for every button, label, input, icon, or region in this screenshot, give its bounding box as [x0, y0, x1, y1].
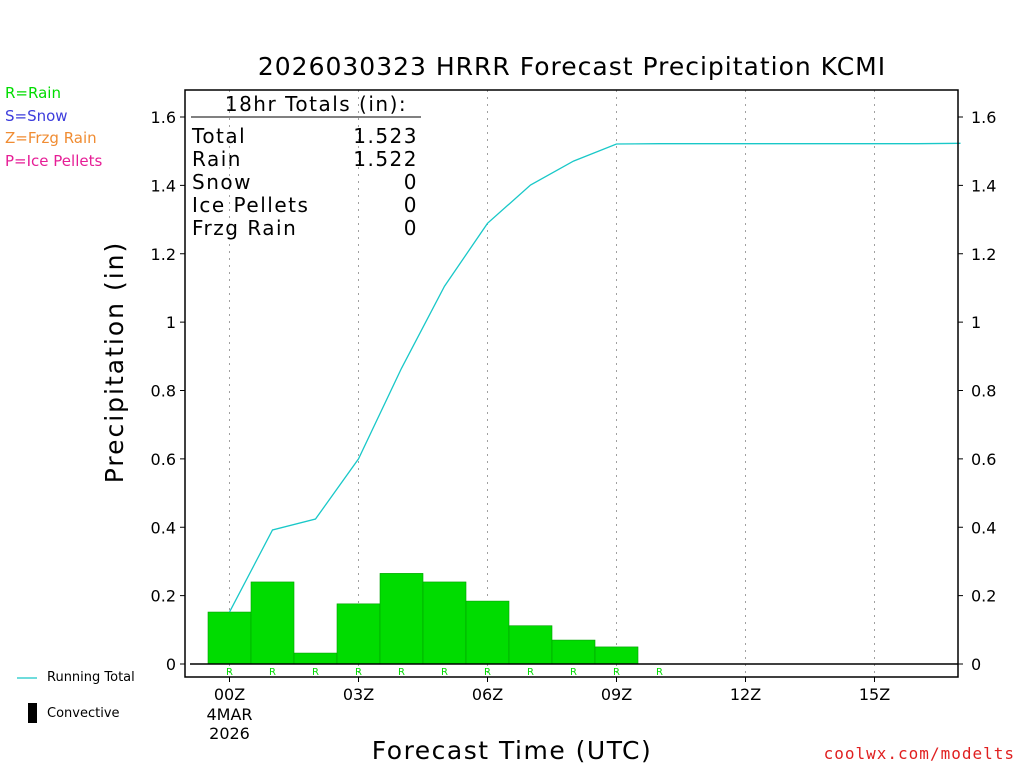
ytick-label-left-1.2: 1.2 [151, 245, 176, 264]
convective-legend-swatch [28, 703, 37, 723]
ytick-label-left-1.6: 1.6 [151, 108, 176, 127]
grid-lines [229, 90, 875, 677]
date-label-line-1: 2026 [209, 724, 250, 743]
totals-value-0: 1.523 [353, 124, 418, 148]
rain-bar-hour-9 [594, 646, 639, 665]
chart-title: 2026030323 HRRR Forecast Precipitation K… [258, 52, 886, 81]
totals-label-2: Snow [192, 170, 252, 194]
totals-value-2: 0 [404, 170, 418, 194]
totals-label-4: Frzg Rain [192, 216, 297, 240]
ytick-label-right-0: 0 [971, 655, 981, 674]
ptype-marker-hour-8: R [570, 667, 577, 678]
rain-bar-hour-3 [336, 603, 381, 665]
ytick-label-right-1.6: 1.6 [971, 108, 996, 127]
rain-bars [190, 573, 958, 665]
xtick-label-03Z: 03Z [343, 685, 374, 704]
xtick-label-09Z: 09Z [601, 685, 632, 704]
totals-label-3: Ice Pellets [192, 193, 309, 217]
rain-bar-hour-8 [551, 639, 596, 665]
rain-bar-hour-0 [207, 611, 252, 665]
date-label-line-0: 4MAR [206, 705, 252, 724]
ytick-label-right-0.4: 0.4 [971, 518, 996, 537]
ytick-label-left-0.2: 0.2 [151, 587, 176, 606]
plot-frame [184, 89, 959, 678]
ytick-label-left-0: 0 [166, 655, 176, 674]
ptype-marker-hour-10: R [656, 667, 663, 678]
ptype-marker-hour-1: R [269, 667, 276, 678]
ytick-label-right-1.2: 1.2 [971, 245, 996, 264]
legend-frzg-rain: Z=Frzg Rain [5, 129, 97, 147]
ytick-label-left-0.8: 0.8 [151, 382, 176, 401]
convective-legend-label: Convective [47, 706, 120, 721]
x-axis-label: Forecast Time (UTC) [372, 736, 652, 765]
rain-bar-hour-7 [508, 625, 553, 665]
ytick-label-left-0.4: 0.4 [151, 518, 176, 537]
totals-box: 18hr Totals (in): Total 1.523 Rain 1.522 Snow… [191, 92, 421, 240]
precip-type-legend: R=Rain S=Snow Z=Frzg Rain P=Ice Pellets [5, 82, 102, 172]
y-axis-label: Precipitation (in) [100, 241, 129, 484]
ptype-marker-hour-2: R [312, 667, 319, 678]
ytick-label-right-1: 1 [971, 313, 981, 332]
rain-bar-hour-5 [422, 581, 467, 665]
rain-bar-hour-4 [379, 573, 424, 665]
totals-label-1: Rain [192, 147, 242, 171]
xtick-label-12Z: 12Z [730, 685, 761, 704]
ytick-label-right-0.2: 0.2 [971, 587, 996, 606]
totals-label-0: Total [191, 124, 246, 148]
ptype-marker-hour-9: R [613, 667, 620, 678]
ytick-label-right-1.4: 1.4 [971, 176, 996, 195]
xtick-label-00Z: 00Z [214, 685, 245, 704]
ptype-marker-hour-6: R [484, 667, 491, 678]
running-total-line [228, 142, 961, 613]
legend-snow: S=Snow [5, 106, 68, 125]
ytick-label-left-1: 1 [166, 313, 176, 332]
totals-value-1: 1.522 [353, 147, 418, 171]
xtick-label-06Z: 06Z [472, 685, 503, 704]
rain-bar-hour-6 [465, 600, 510, 665]
legend-rain: R=Rain [5, 84, 61, 102]
xtick-label-15Z: 15Z [859, 685, 890, 704]
ptype-marker-hour-3: R [355, 667, 362, 678]
ytick-label-right-0.6: 0.6 [971, 450, 996, 469]
running-total-polyline [228, 142, 961, 613]
ptype-marker-hour-4: R [398, 667, 405, 678]
ptype-marker-hour-5: R [441, 667, 448, 678]
rain-bar-hour-2 [293, 652, 338, 665]
ytick-label-right-0.8: 0.8 [971, 382, 996, 401]
totals-header: 18hr Totals (in): [225, 92, 407, 116]
ytick-label-left-0.6: 0.6 [151, 450, 176, 469]
ptype-marker-hour-7: R [527, 667, 534, 678]
legend-ice-pellets: P=Ice Pellets [5, 151, 103, 170]
credit-text: coolwx.com/modelts [823, 744, 1015, 763]
rain-bar-hour-1 [250, 581, 295, 665]
ptype-marker-hour-0: R [226, 667, 233, 678]
totals-value-4: 0 [404, 216, 418, 240]
totals-value-3: 0 [404, 193, 418, 217]
axis-ticks: 0 00.2 0.20.4 0.40.6 0.60.8 0.81 11.2 1.21.4 1.4… [151, 108, 997, 743]
running-total-legend-label: Running Total [47, 670, 135, 685]
axes [184, 89, 959, 678]
ytick-label-left-1.4: 1.4 [151, 176, 176, 195]
